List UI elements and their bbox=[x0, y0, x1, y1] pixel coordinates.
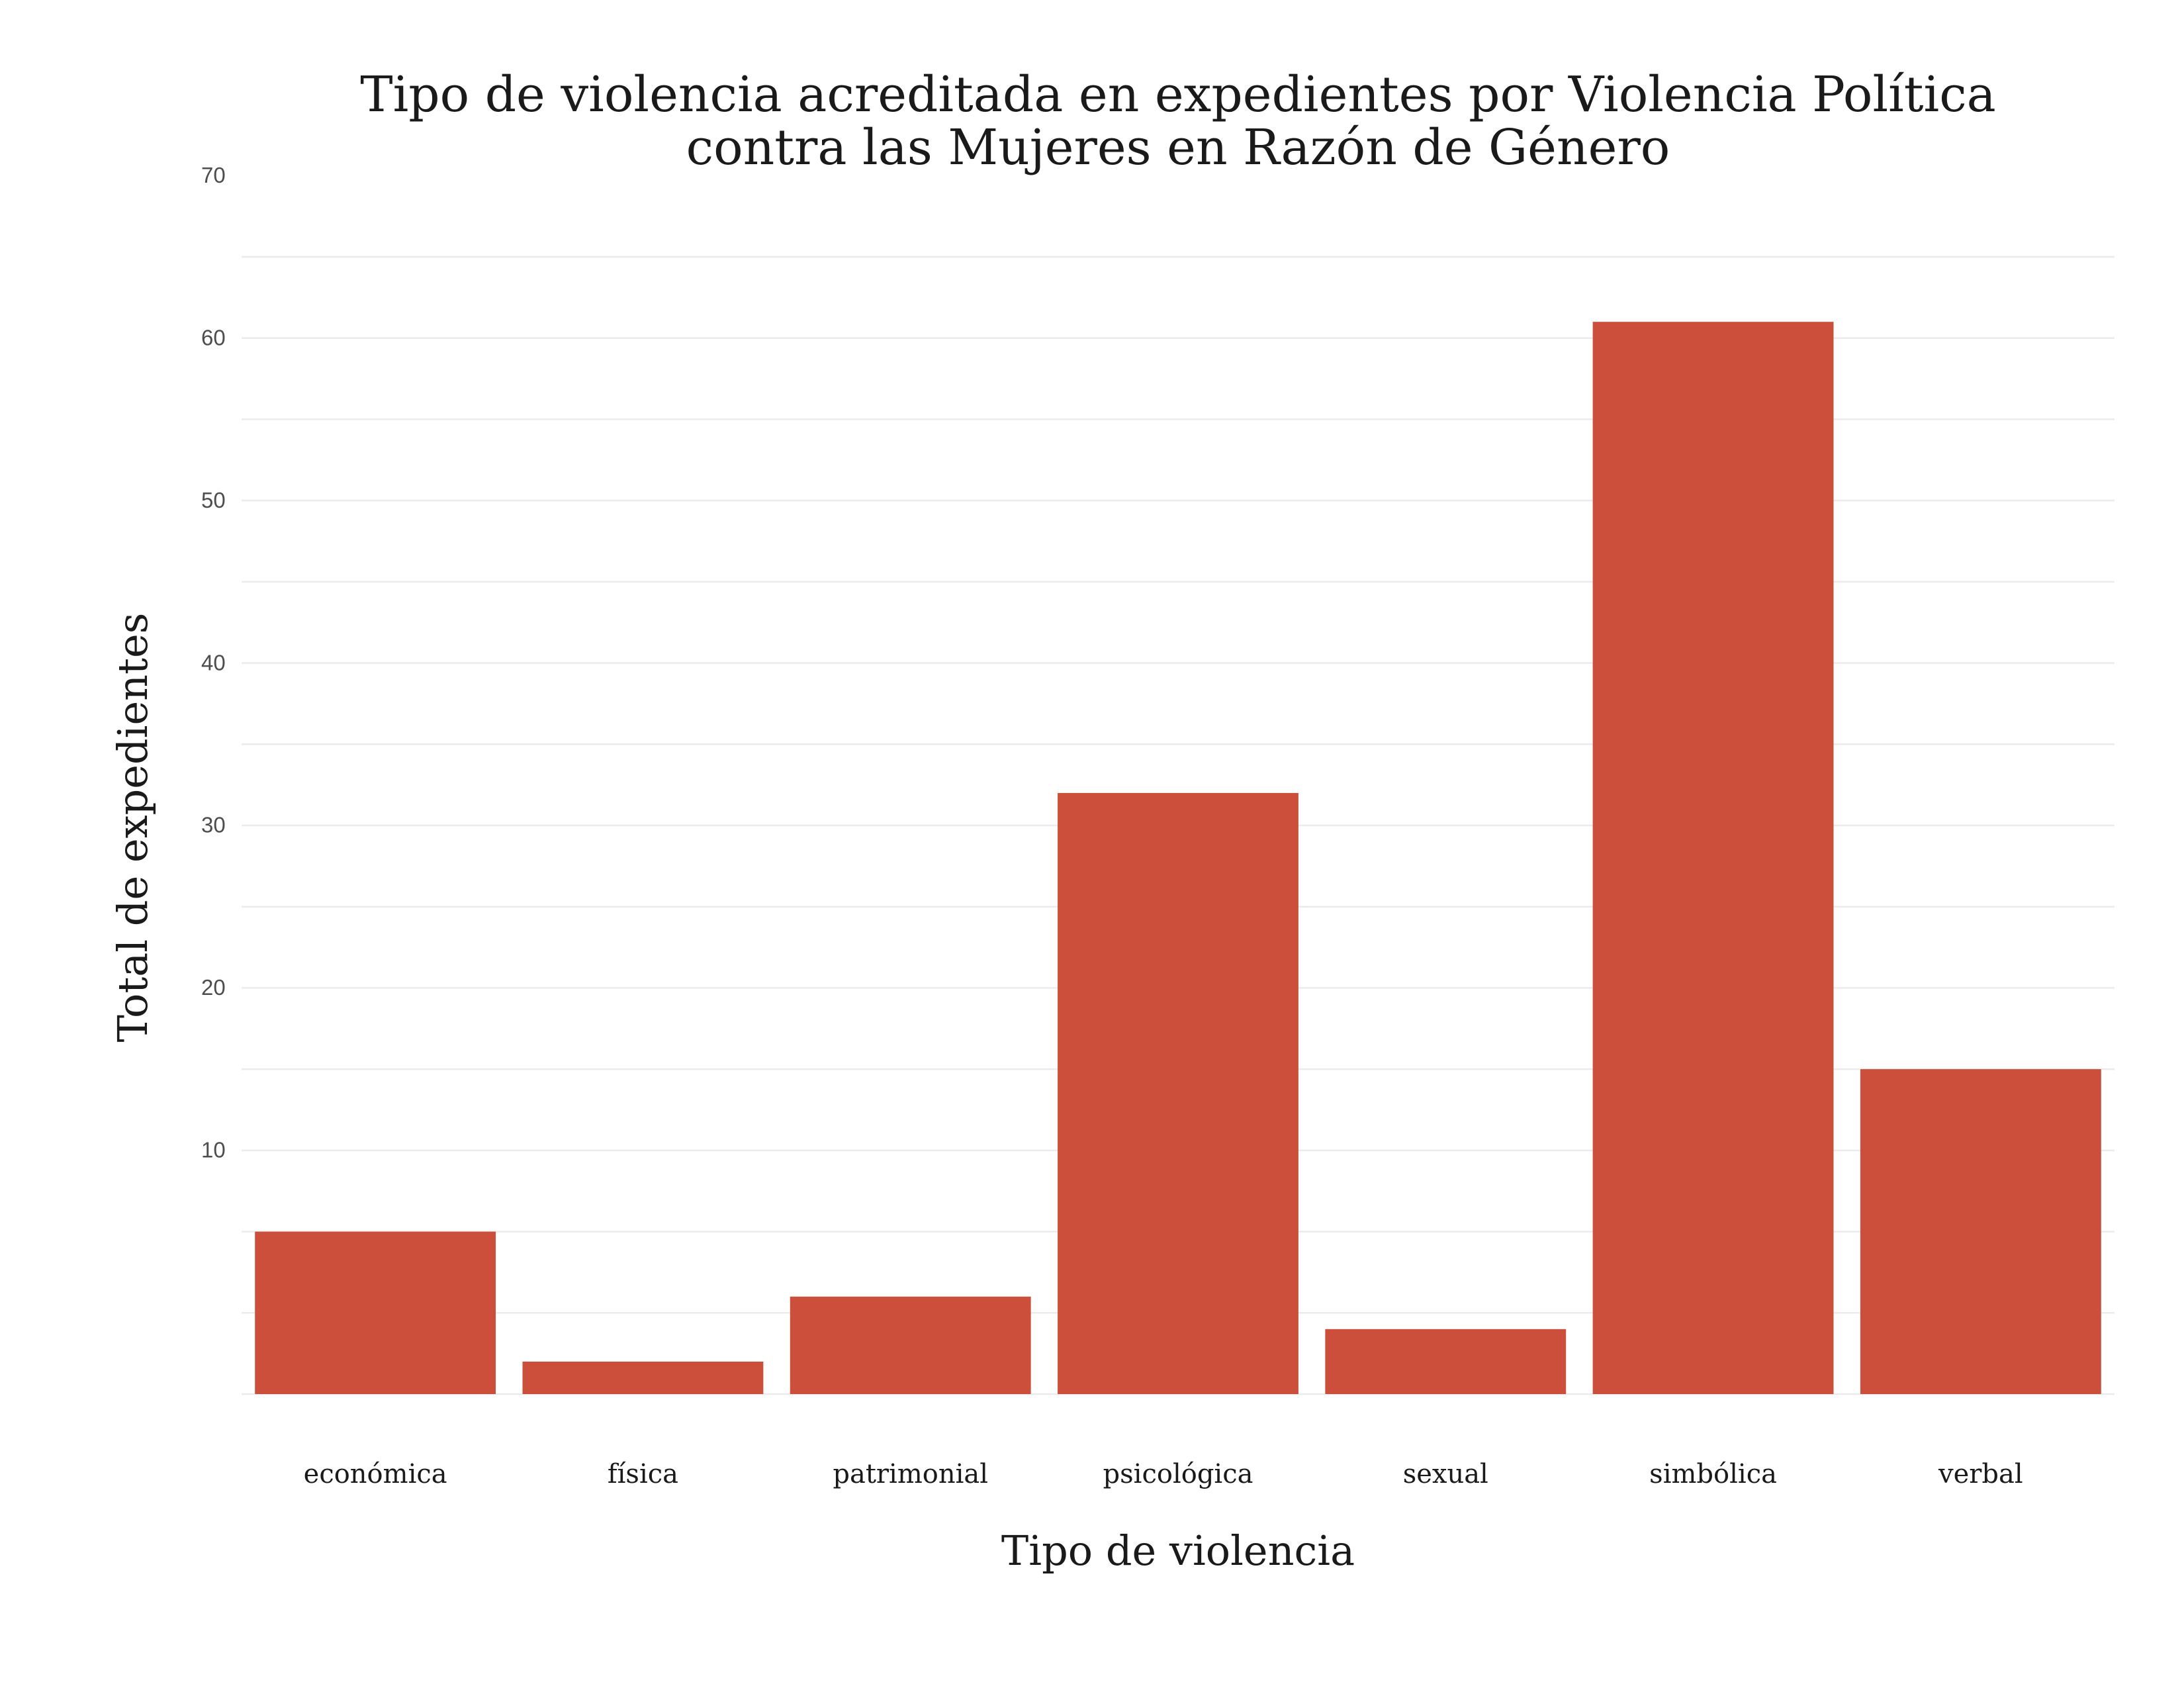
x-tick-label: psicológica bbox=[1103, 1459, 1253, 1489]
bars bbox=[255, 322, 2101, 1395]
chart-title-line-2: contra las Mujeres en Razón de Género bbox=[686, 119, 1670, 176]
y-tick-label: 60 bbox=[201, 325, 226, 350]
chart-title-line-1: Tipo de violencia acreditada en expedien… bbox=[360, 66, 1996, 123]
y-axis-ticks: 10 20 30 40 50 60 70 bbox=[201, 163, 226, 1162]
bar-patrimonial bbox=[790, 1296, 1031, 1394]
x-tick-label: sexual bbox=[1403, 1459, 1488, 1489]
x-tick-label: verbal bbox=[1938, 1459, 2023, 1489]
x-axis-ticks: económica física patrimonial psicológica sex… bbox=[304, 1459, 2023, 1489]
y-tick-label: 40 bbox=[201, 650, 226, 675]
x-tick-label: física bbox=[608, 1459, 678, 1489]
x-tick-label: patrimonial bbox=[833, 1459, 988, 1489]
bar-económica bbox=[255, 1231, 496, 1394]
bar-simbólica bbox=[1592, 322, 1834, 1395]
y-axis-title: Total de expedientes bbox=[109, 613, 157, 1043]
y-tick-label: 70 bbox=[201, 163, 226, 187]
y-tick-label: 50 bbox=[201, 488, 226, 512]
y-tick-label: 30 bbox=[201, 813, 226, 837]
bar-sexual bbox=[1325, 1329, 1567, 1394]
y-tick-label: 20 bbox=[201, 975, 226, 1000]
x-tick-label: simbólica bbox=[1649, 1459, 1777, 1489]
x-axis-title: Tipo de violencia bbox=[1001, 1526, 1355, 1575]
bar-psicológica bbox=[1058, 792, 1298, 1394]
bar-verbal bbox=[1860, 1069, 2101, 1394]
x-tick-label: económica bbox=[304, 1459, 447, 1489]
y-tick-label: 10 bbox=[201, 1138, 226, 1162]
bar-física bbox=[522, 1361, 764, 1394]
